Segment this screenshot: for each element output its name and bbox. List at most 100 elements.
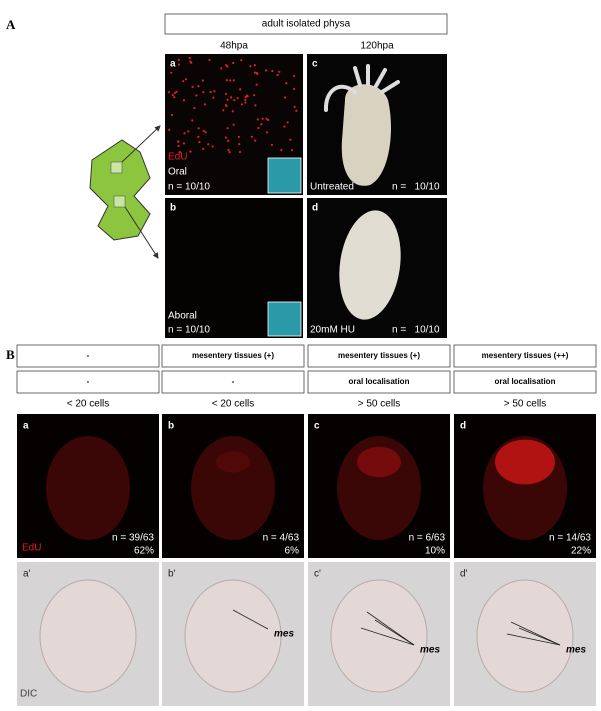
edu-dot — [168, 128, 171, 131]
header-box — [164, 13, 448, 35]
edu-dot — [244, 101, 247, 104]
polyp-diagram — [89, 139, 151, 241]
mes-arrow — [518, 627, 561, 646]
localisation-box — [453, 370, 597, 394]
edu-dot — [255, 83, 258, 86]
edu-dot — [222, 109, 225, 112]
edu-dot — [184, 78, 188, 81]
larva-dic — [330, 579, 428, 693]
edu-dot — [208, 58, 211, 62]
arrow — [121, 125, 161, 163]
edu-dot — [189, 150, 192, 153]
polyp-photo — [339, 210, 401, 320]
edu-dot — [237, 135, 240, 139]
edu-dot — [238, 150, 242, 154]
stain-label: EdU — [168, 152, 187, 163]
image-letter: d — [312, 203, 318, 214]
larva-dic — [39, 579, 137, 693]
polyp-photo — [341, 84, 391, 186]
image-letter: b — [170, 203, 176, 214]
edu-dot — [265, 117, 268, 120]
edu-dot — [182, 142, 185, 145]
panel-label: A — [6, 17, 16, 32]
count-label: n = 6/63 — [409, 533, 446, 544]
mes-label: mes — [420, 645, 440, 656]
localisation-label: oral localisation — [495, 377, 556, 386]
edu-dot — [173, 91, 176, 95]
edu-dot — [226, 98, 229, 101]
mesentery-box — [453, 344, 597, 368]
edu-dot — [244, 98, 247, 102]
edu-dot — [230, 96, 233, 99]
edu-dot — [278, 70, 281, 73]
mesentery-label: mesentery tissues (+) — [192, 351, 274, 360]
edu-dot — [256, 72, 259, 76]
edu-dot — [212, 96, 215, 99]
edu-signal — [495, 439, 555, 485]
image-letter: c — [312, 59, 318, 70]
edu-dot — [271, 69, 274, 73]
cells-label: < 20 cells — [67, 399, 110, 410]
larva-edu — [46, 436, 130, 540]
edu-dot — [232, 61, 235, 65]
edu-dot — [182, 99, 186, 102]
percent-label: 22% — [571, 546, 591, 557]
edu-dot — [253, 94, 256, 97]
edu-dot — [238, 142, 241, 146]
edu-dot — [191, 85, 194, 88]
edu-dot — [228, 150, 231, 154]
condition-label: 20mM HU — [310, 325, 355, 336]
edu-dot — [250, 135, 253, 138]
column-label: 48hpa — [220, 41, 248, 52]
edu-dot — [265, 131, 269, 134]
edu-dot — [173, 96, 176, 99]
count-label: n = 4/63 — [263, 533, 300, 544]
edu-dot — [195, 94, 198, 97]
percent-label: 62% — [134, 546, 154, 557]
dic-letter: c' — [314, 569, 321, 580]
dic-letter: d' — [460, 569, 468, 580]
edu-dot — [289, 138, 292, 141]
edu-dot — [232, 79, 235, 82]
edu-dot — [229, 79, 232, 82]
cells-label: < 20 cells — [212, 399, 255, 410]
edu-dot — [188, 56, 191, 60]
image-letter: b — [168, 421, 174, 432]
localisation-box — [307, 370, 451, 394]
edu-dot — [177, 140, 180, 143]
edu-dot — [227, 139, 230, 142]
edu-dot — [240, 59, 243, 62]
mes-arrow — [506, 633, 561, 646]
edu-dot — [224, 103, 227, 107]
edu-dot — [244, 95, 247, 99]
edu-dot — [170, 71, 173, 74]
edu-dot — [178, 151, 181, 154]
localisation-label: - — [87, 377, 90, 386]
mes-arrow — [374, 619, 415, 646]
edu-dot — [182, 80, 185, 83]
edu-dot — [189, 60, 192, 63]
edu-dot — [167, 91, 171, 94]
edu-dot — [290, 149, 294, 152]
larva-edu — [337, 436, 421, 540]
edu-dot — [227, 148, 230, 151]
edu-dot — [286, 121, 289, 124]
edu-dot — [245, 94, 249, 97]
larva-dic — [184, 579, 282, 693]
mesentery-label: mesentery tissues (+) — [338, 351, 420, 360]
mesentery-box — [307, 344, 451, 368]
edu-dot — [220, 67, 223, 70]
mesentery-box — [161, 344, 305, 368]
percent-label: 10% — [425, 546, 445, 557]
edu-dot — [226, 65, 229, 68]
edu-dot — [224, 136, 228, 139]
edu-dot — [280, 148, 283, 152]
mesentery-box — [16, 344, 160, 368]
edu-dot — [257, 126, 260, 130]
inset-image — [267, 157, 302, 194]
edu-dot — [253, 64, 256, 67]
edu-dot — [225, 64, 228, 67]
edu-dot — [191, 119, 194, 122]
edu-dot — [240, 103, 244, 106]
edu-dot — [177, 58, 180, 62]
